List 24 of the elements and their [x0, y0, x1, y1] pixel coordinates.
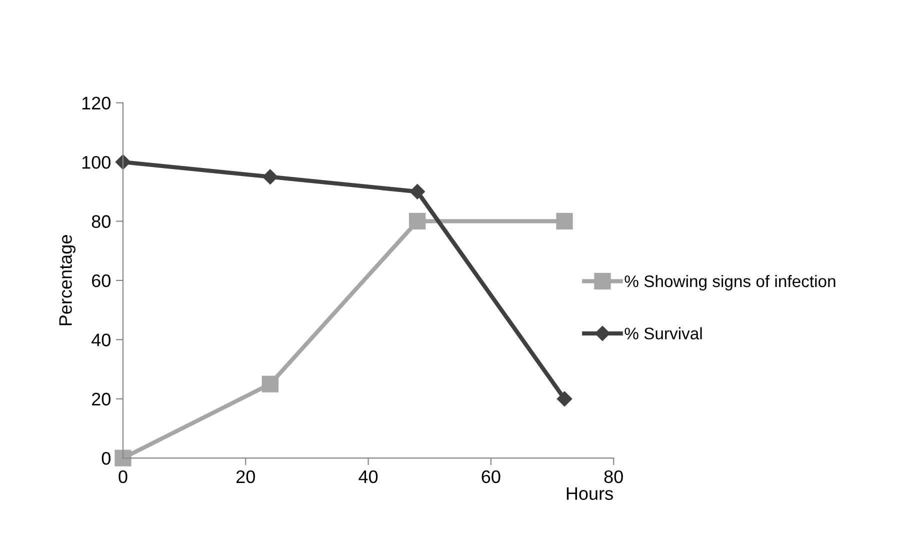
y-tick-label: 120	[82, 96, 110, 110]
y-tick-label: 0	[102, 452, 110, 465]
y-axis-title: Percentage	[59, 235, 76, 326]
point	[409, 212, 426, 230]
point	[114, 450, 132, 466]
point	[262, 169, 278, 184]
x-tick-label: 80	[604, 470, 623, 484]
point	[556, 212, 573, 230]
point	[410, 184, 425, 200]
legend-label: % Survival	[624, 327, 702, 340]
x-tick-label: 0	[118, 470, 128, 484]
point	[556, 391, 572, 406]
x-axis-title: Hours	[566, 487, 613, 500]
y-tick-label: 100	[82, 156, 110, 169]
point	[115, 154, 131, 170]
y-tick-label: 20	[92, 392, 110, 406]
legend-label: % Showing signs of infection	[624, 274, 836, 291]
x-tick-label: 20	[236, 470, 255, 484]
y-tick-label: 40	[92, 334, 110, 346]
x-tick-label: 40	[358, 470, 378, 484]
point	[262, 376, 278, 392]
x-tick-label: 60	[482, 470, 500, 484]
y-tick-label: 80	[92, 215, 110, 228]
y-tick-label: 60	[92, 274, 110, 288]
